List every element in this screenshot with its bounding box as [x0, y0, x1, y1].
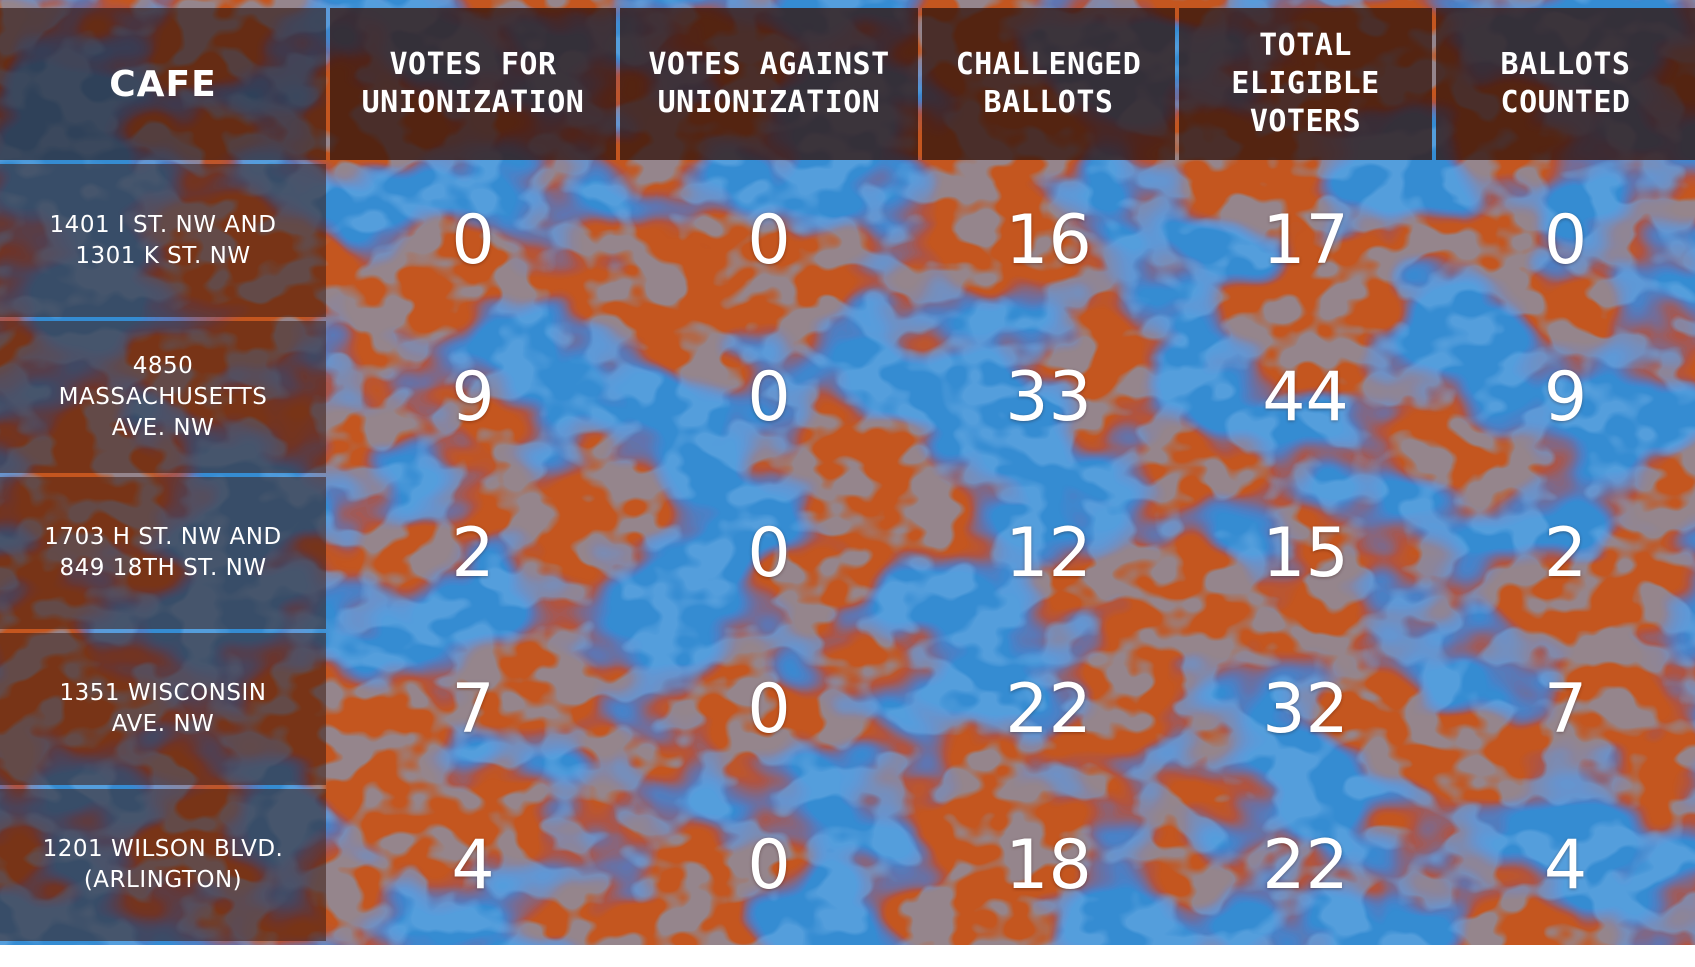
cafe-address: 1401 I ST. NW AND 1301 K ST. NW — [49, 211, 277, 269]
data-value: 22 — [1262, 825, 1349, 905]
data-cell-total-eligible-voters: 32 — [1179, 633, 1432, 785]
data-value: 0 — [747, 201, 791, 280]
data-value: 7 — [1543, 669, 1588, 749]
data-cell-votes-against: 0 — [620, 789, 918, 941]
row-label-cafe: 1401 I ST. NW AND 1301 K ST. NW — [0, 164, 326, 317]
data-cell-challenged-ballots: 33 — [922, 321, 1175, 473]
data-cell-votes-against: 0 — [620, 321, 918, 473]
data-value: 7 — [451, 669, 495, 749]
column-header-label: VOTES AGAINST UNIONIZATION — [648, 47, 890, 120]
data-value: 32 — [1262, 669, 1349, 749]
data-table: CAFE VOTES FOR UNIONIZATION VOTES AGAINST … — [0, 8, 1695, 941]
data-value: 2 — [1543, 513, 1588, 593]
data-cell-total-eligible-voters: 44 — [1179, 321, 1432, 473]
data-value: 4 — [1543, 825, 1588, 905]
data-cell-challenged-ballots: 16 — [922, 164, 1175, 317]
data-cell-ballots-counted: 9 — [1436, 321, 1695, 473]
data-value: 15 — [1262, 513, 1349, 593]
data-value: 0 — [1543, 201, 1588, 280]
cafe-address: 1201 WILSON BLVD. (ARLINGTON) — [42, 836, 284, 893]
data-cell-challenged-ballots: 12 — [922, 477, 1175, 629]
data-cell-total-eligible-voters: 15 — [1179, 477, 1432, 629]
data-value: 12 — [1005, 513, 1092, 593]
data-cell-total-eligible-voters: 17 — [1179, 164, 1432, 317]
column-header-votes-against: VOTES AGAINST UNIONIZATION — [620, 8, 918, 160]
data-value: 0 — [747, 825, 791, 905]
column-header-label: TOTAL ELIGIBLE VOTERS — [1231, 28, 1380, 139]
data-value: 2 — [451, 513, 495, 593]
data-value: 18 — [1005, 825, 1092, 905]
data-cell-votes-for: 4 — [330, 789, 616, 941]
data-value: 4 — [451, 825, 495, 905]
column-header-label: VOTES FOR UNIONIZATION — [361, 47, 585, 120]
row-label-cafe: 1351 WISCONSIN AVE. NW — [0, 633, 326, 785]
data-value: 0 — [747, 357, 791, 437]
data-cell-challenged-ballots: 18 — [922, 789, 1175, 941]
data-value: 9 — [451, 357, 495, 437]
row-label-cafe: 1703 H ST. NW AND 849 18TH ST. NW — [0, 477, 326, 629]
data-value: 16 — [1005, 201, 1092, 280]
column-header-votes-for: VOTES FOR UNIONIZATION — [330, 8, 616, 160]
data-cell-ballots-counted: 0 — [1436, 164, 1695, 317]
data-cell-votes-for: 2 — [330, 477, 616, 629]
data-value: 17 — [1262, 201, 1349, 280]
cafe-address: 4850 MASSACHUSETTS AVE. NW — [58, 352, 268, 441]
row-label-cafe: 1201 WILSON BLVD. (ARLINGTON) — [0, 789, 326, 941]
data-cell-votes-for: 9 — [330, 321, 616, 473]
data-value: 44 — [1262, 357, 1349, 437]
data-value: 33 — [1005, 357, 1092, 437]
column-header-label: CAFE — [109, 63, 217, 105]
data-cell-ballots-counted: 2 — [1436, 477, 1695, 629]
cafe-address: 1351 WISCONSIN AVE. NW — [59, 680, 267, 737]
column-header-total-eligible-voters: TOTAL ELIGIBLE VOTERS — [1179, 8, 1432, 160]
row-label-cafe: 4850 MASSACHUSETTS AVE. NW — [0, 321, 326, 473]
data-cell-votes-for: 0 — [330, 164, 616, 317]
column-header-cafe: CAFE — [0, 8, 326, 160]
data-value: 22 — [1005, 669, 1092, 749]
data-cell-votes-for: 7 — [330, 633, 616, 785]
column-header-label: CHALLENGED BALLOTS — [955, 47, 1142, 120]
data-cell-ballots-counted: 7 — [1436, 633, 1695, 785]
data-cell-votes-against: 0 — [620, 477, 918, 629]
data-cell-total-eligible-voters: 22 — [1179, 789, 1432, 941]
data-cell-challenged-ballots: 22 — [922, 633, 1175, 785]
data-cell-ballots-counted: 4 — [1436, 789, 1695, 941]
data-value: 0 — [747, 669, 791, 749]
data-value: 0 — [451, 201, 495, 280]
cafe-address: 1703 H ST. NW AND 849 18TH ST. NW — [44, 524, 282, 581]
data-cell-votes-against: 0 — [620, 164, 918, 317]
data-cell-votes-against: 0 — [620, 633, 918, 785]
column-header-challenged-ballots: CHALLENGED BALLOTS — [922, 8, 1175, 160]
column-header-ballots-counted: BALLOTS COUNTED — [1436, 8, 1695, 160]
data-value: 9 — [1543, 357, 1588, 437]
column-header-label: BALLOTS COUNTED — [1500, 47, 1631, 120]
data-value: 0 — [747, 513, 791, 593]
